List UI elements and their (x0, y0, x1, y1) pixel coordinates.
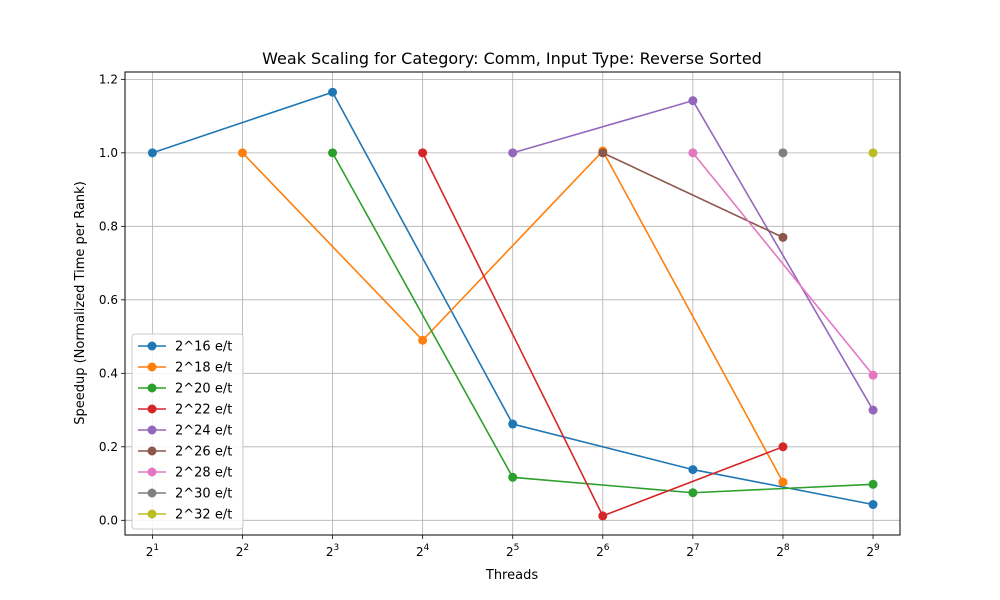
data-point (418, 335, 428, 345)
y-tick-label: 0.2 (99, 440, 118, 454)
legend-marker (147, 362, 157, 372)
x-tick-label: 24 (416, 543, 430, 559)
legend-marker (147, 425, 157, 435)
series-line (602, 152, 784, 239)
chart-title: Weak Scaling for Category: Comm, Input T… (262, 49, 762, 68)
data-point (868, 479, 878, 489)
legend-item: 2^26 e/t (138, 445, 232, 460)
data-point (688, 148, 698, 158)
data-point (508, 472, 518, 482)
x-tick-label: 28 (776, 543, 790, 559)
y-tick-label: 1.2 (99, 72, 118, 86)
legend-item: 2^22 e/t (138, 403, 232, 418)
legend-marker (147, 467, 157, 477)
legend-marker (147, 341, 157, 351)
series-4 (418, 148, 788, 521)
x-tick-label: 23 (326, 543, 339, 559)
data-point (508, 419, 518, 429)
data-point (688, 96, 698, 106)
legend-item: 2^20 e/t (138, 382, 232, 397)
x-axis-label: Threads (485, 568, 538, 583)
legend-marker (147, 404, 157, 414)
legend-label: 2^26 e/t (175, 445, 232, 460)
x-tick-label: 22 (236, 543, 249, 559)
x-tick-label: 26 (596, 543, 610, 559)
y-tick-label: 0.6 (99, 293, 118, 307)
legend-marker (147, 446, 157, 456)
y-tick-label: 0.4 (99, 366, 118, 380)
data-point (688, 465, 698, 475)
legend-marker (147, 488, 157, 498)
series-6 (598, 148, 788, 242)
legend: 2^16 e/t 2^18 e/t 2^20 e/t 2^22 e/t 2^24 e/t… (131, 333, 244, 530)
data-point (868, 500, 878, 510)
legend-item: 2^32 e/t (138, 508, 232, 523)
y-tick-label: 0.0 (99, 513, 118, 527)
legend-label: 2^24 e/t (175, 424, 232, 439)
y-tick-label: 0.8 (99, 219, 118, 233)
y-tick-label: 1.0 (99, 146, 118, 160)
data-point (418, 148, 428, 158)
legend-label: 2^32 e/t (175, 508, 232, 523)
legend-label: 2^30 e/t (175, 487, 232, 502)
legend-label: 2^20 e/t (175, 382, 232, 397)
legend-item: 2^28 e/t (138, 466, 232, 481)
data-point (598, 511, 608, 521)
data-point (328, 87, 338, 97)
data-point (508, 148, 518, 158)
series-5 (508, 96, 878, 415)
legend-item: 2^18 e/t (138, 361, 232, 376)
legend-item: 2^24 e/t (138, 424, 232, 439)
data-point (778, 442, 788, 452)
data-point (778, 477, 788, 487)
series-3 (328, 148, 878, 498)
series-8 (778, 148, 788, 158)
data-point (147, 148, 157, 158)
legend-label: 2^28 e/t (175, 466, 232, 481)
series-7 (688, 148, 878, 380)
series-2 (237, 146, 788, 487)
x-tick-label: 29 (866, 543, 880, 559)
data-point (868, 370, 878, 380)
series-layer (147, 87, 878, 521)
x-axis: 21 22 23 24 25 26 27 28 29 (146, 535, 880, 559)
x-tick-label: 21 (146, 543, 159, 559)
series-line (331, 152, 874, 494)
legend-marker (147, 383, 157, 393)
data-point (778, 232, 788, 242)
series-1 (147, 87, 878, 510)
legend-label: 2^22 e/t (175, 403, 232, 418)
x-tick-label: 25 (506, 543, 519, 559)
data-point (778, 148, 788, 158)
legend-box (131, 333, 244, 530)
legend-label: 2^16 e/t (175, 340, 232, 355)
y-axis: 0.0 0.2 0.4 0.6 0.8 1.0 1.2 (99, 72, 125, 527)
series-line (241, 149, 784, 483)
data-point (237, 148, 247, 158)
legend-label: 2^18 e/t (175, 361, 232, 376)
legend-item: 2^16 e/t (138, 340, 232, 355)
y-axis-label: Speedup (Normalized Time per Rank) (73, 181, 88, 425)
series-9 (868, 148, 878, 158)
data-point (868, 148, 878, 158)
data-point (328, 148, 338, 158)
data-point (598, 148, 608, 158)
data-point (868, 405, 878, 415)
x-tick-label: 27 (686, 543, 699, 559)
legend-marker (147, 509, 157, 519)
data-point (688, 488, 698, 498)
legend-item: 2^30 e/t (138, 487, 232, 502)
series-line (692, 152, 874, 376)
